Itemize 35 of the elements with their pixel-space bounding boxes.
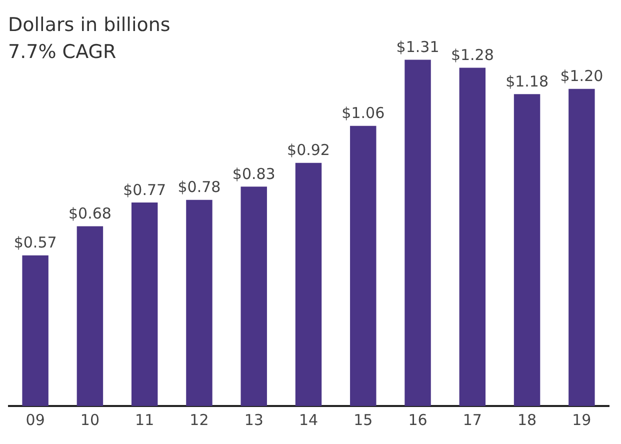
x-tick-label: 13: [244, 410, 264, 429]
data-label: $1.06: [342, 104, 385, 122]
bar: [514, 94, 540, 406]
chart-title: Dollars in billions: [8, 13, 170, 38]
x-tick-label: 18: [518, 410, 537, 429]
chart-subtitle: 7.7% CAGR: [8, 40, 118, 65]
data-label: $0.77: [123, 180, 166, 199]
x-tick-label: 16: [408, 410, 428, 429]
bar: [22, 255, 48, 406]
x-tick-label: 14: [298, 410, 318, 429]
data-label: $0.78: [178, 178, 221, 196]
bar: [404, 60, 431, 406]
x-tick-label: 17: [462, 410, 482, 429]
data-label: $1.20: [560, 67, 604, 86]
data-label: $1.18: [506, 72, 549, 91]
x-tick-label: 11: [135, 410, 154, 429]
x-tick-label: 12: [190, 410, 209, 429]
data-label: $1.31: [396, 38, 440, 56]
bar: [350, 126, 376, 406]
bar: [295, 162, 322, 406]
x-tick-label: 19: [572, 410, 592, 429]
data-label: $0.68: [68, 204, 112, 223]
bar: [76, 226, 104, 406]
bar: [131, 202, 158, 406]
data-label: $0.92: [287, 141, 330, 160]
data-label: $1.28: [450, 46, 494, 64]
bar: [240, 186, 267, 406]
bar: [568, 88, 595, 406]
x-tick-label: 10: [80, 410, 100, 429]
data-label: $0.57: [14, 234, 57, 252]
bar: [459, 68, 486, 406]
x-tick-label: 15: [354, 410, 373, 429]
x-tick-label: 09: [26, 410, 45, 429]
data-label: $0.83: [232, 165, 276, 184]
bar: [186, 200, 212, 406]
